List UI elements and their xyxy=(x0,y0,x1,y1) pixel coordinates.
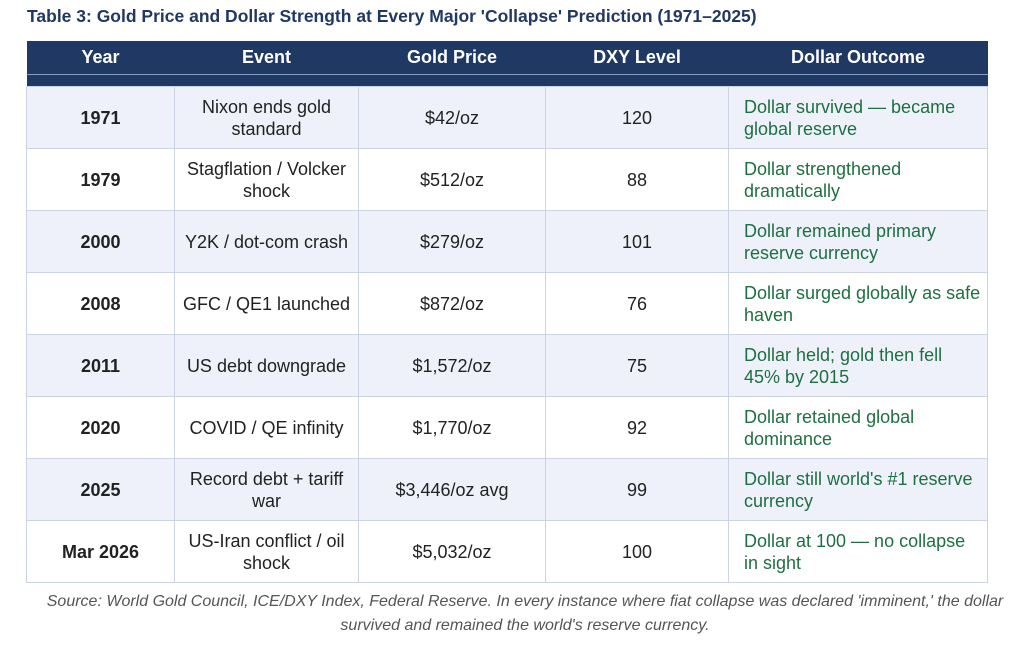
dollar-outcome-cell: Dollar strengthened dramatically xyxy=(728,148,988,211)
table-row: 2011 US debt downgrade $1,572/oz 75 Dollar h… xyxy=(26,334,988,397)
dollar-outcome-cell: Dollar at 100 — no collapse in sight xyxy=(728,520,988,583)
year-cell: 2025 xyxy=(26,458,175,521)
table-row: 2020 COVID / QE infinity $1,770/oz 92 Dollar… xyxy=(26,396,988,459)
gold-price-cell: $1,770/oz xyxy=(358,396,546,459)
gold-price-cell: $1,572/oz xyxy=(358,334,546,397)
year-cell: 2020 xyxy=(26,396,175,459)
column-header-dxy-level: DXY Level xyxy=(545,41,729,75)
column-header-dollar-outcome: Dollar Outcome xyxy=(728,41,988,75)
event-cell: Record debt + tariff war xyxy=(174,458,359,521)
event-cell: COVID / QE infinity xyxy=(174,396,359,459)
column-header-event: Event xyxy=(174,41,359,75)
table-title: Table 3: Gold Price and Dollar Strength … xyxy=(27,6,757,26)
dollar-outcome-cell: Dollar held; gold then fell 45% by 2015 xyxy=(728,334,988,397)
event-cell: Y2K / dot-com crash xyxy=(174,210,359,273)
dxy-level-cell: 88 xyxy=(545,148,729,211)
table-row: 2008 GFC / QE1 launched $872/oz 76 Dollar su… xyxy=(26,272,988,335)
gold-price-cell: $872/oz xyxy=(358,272,546,335)
event-cell: US-Iran conflict / oil shock xyxy=(174,520,359,583)
event-cell: GFC / QE1 launched xyxy=(174,272,359,335)
dxy-level-cell: 99 xyxy=(545,458,729,521)
dxy-level-cell: 76 xyxy=(545,272,729,335)
dxy-level-cell: 92 xyxy=(545,396,729,459)
dollar-outcome-cell: Dollar surged globally as safe haven xyxy=(728,272,988,335)
dollar-outcome-cell: Dollar retained global dominance xyxy=(728,396,988,459)
year-cell: 2011 xyxy=(26,334,175,397)
event-cell: Nixon ends gold standard xyxy=(174,86,359,149)
table-row: 1979 Stagflation / Volcker shock $512/oz 88… xyxy=(26,148,988,211)
data-table: Year Event Gold Price DXY Level Dollar O… xyxy=(26,41,988,583)
year-cell: 2008 xyxy=(26,272,175,335)
table-row: Mar 2026 US-Iran conflict / oil shock $5,0… xyxy=(26,520,988,583)
year-cell: Mar 2026 xyxy=(26,520,175,583)
year-cell: 2000 xyxy=(26,210,175,273)
column-header-year: Year xyxy=(26,41,175,75)
table-row: 2000 Y2K / dot-com crash $279/oz 101 Dollar … xyxy=(26,210,988,273)
dxy-level-cell: 100 xyxy=(545,520,729,583)
gold-price-cell: $512/oz xyxy=(358,148,546,211)
dollar-outcome-cell: Dollar remained primary reserve currency xyxy=(728,210,988,273)
table-row: 1971 Nixon ends gold standard $42/oz 120 Dol… xyxy=(26,86,988,149)
dollar-outcome-cell: Dollar survived — became global reserve xyxy=(728,86,988,149)
gold-price-cell: $42/oz xyxy=(358,86,546,149)
header-band xyxy=(26,74,988,87)
gold-price-cell: $279/oz xyxy=(358,210,546,273)
gold-price-cell: $5,032/oz xyxy=(358,520,546,583)
dxy-level-cell: 75 xyxy=(545,334,729,397)
dxy-level-cell: 120 xyxy=(545,86,729,149)
table-row: 2025 Record debt + tariff war $3,446/oz av… xyxy=(26,458,988,521)
event-cell: US debt downgrade xyxy=(174,334,359,397)
column-header-gold-price: Gold Price xyxy=(358,41,546,75)
dxy-level-cell: 101 xyxy=(545,210,729,273)
gold-price-cell: $3,446/oz avg xyxy=(358,458,546,521)
year-cell: 1971 xyxy=(26,86,175,149)
dollar-outcome-cell: Dollar still world's #1 reserve currency xyxy=(728,458,988,521)
year-cell: 1979 xyxy=(26,148,175,211)
event-cell: Stagflation / Volcker shock xyxy=(174,148,359,211)
table-caption: Source: World Gold Council, ICE/DXY Inde… xyxy=(46,593,1004,634)
